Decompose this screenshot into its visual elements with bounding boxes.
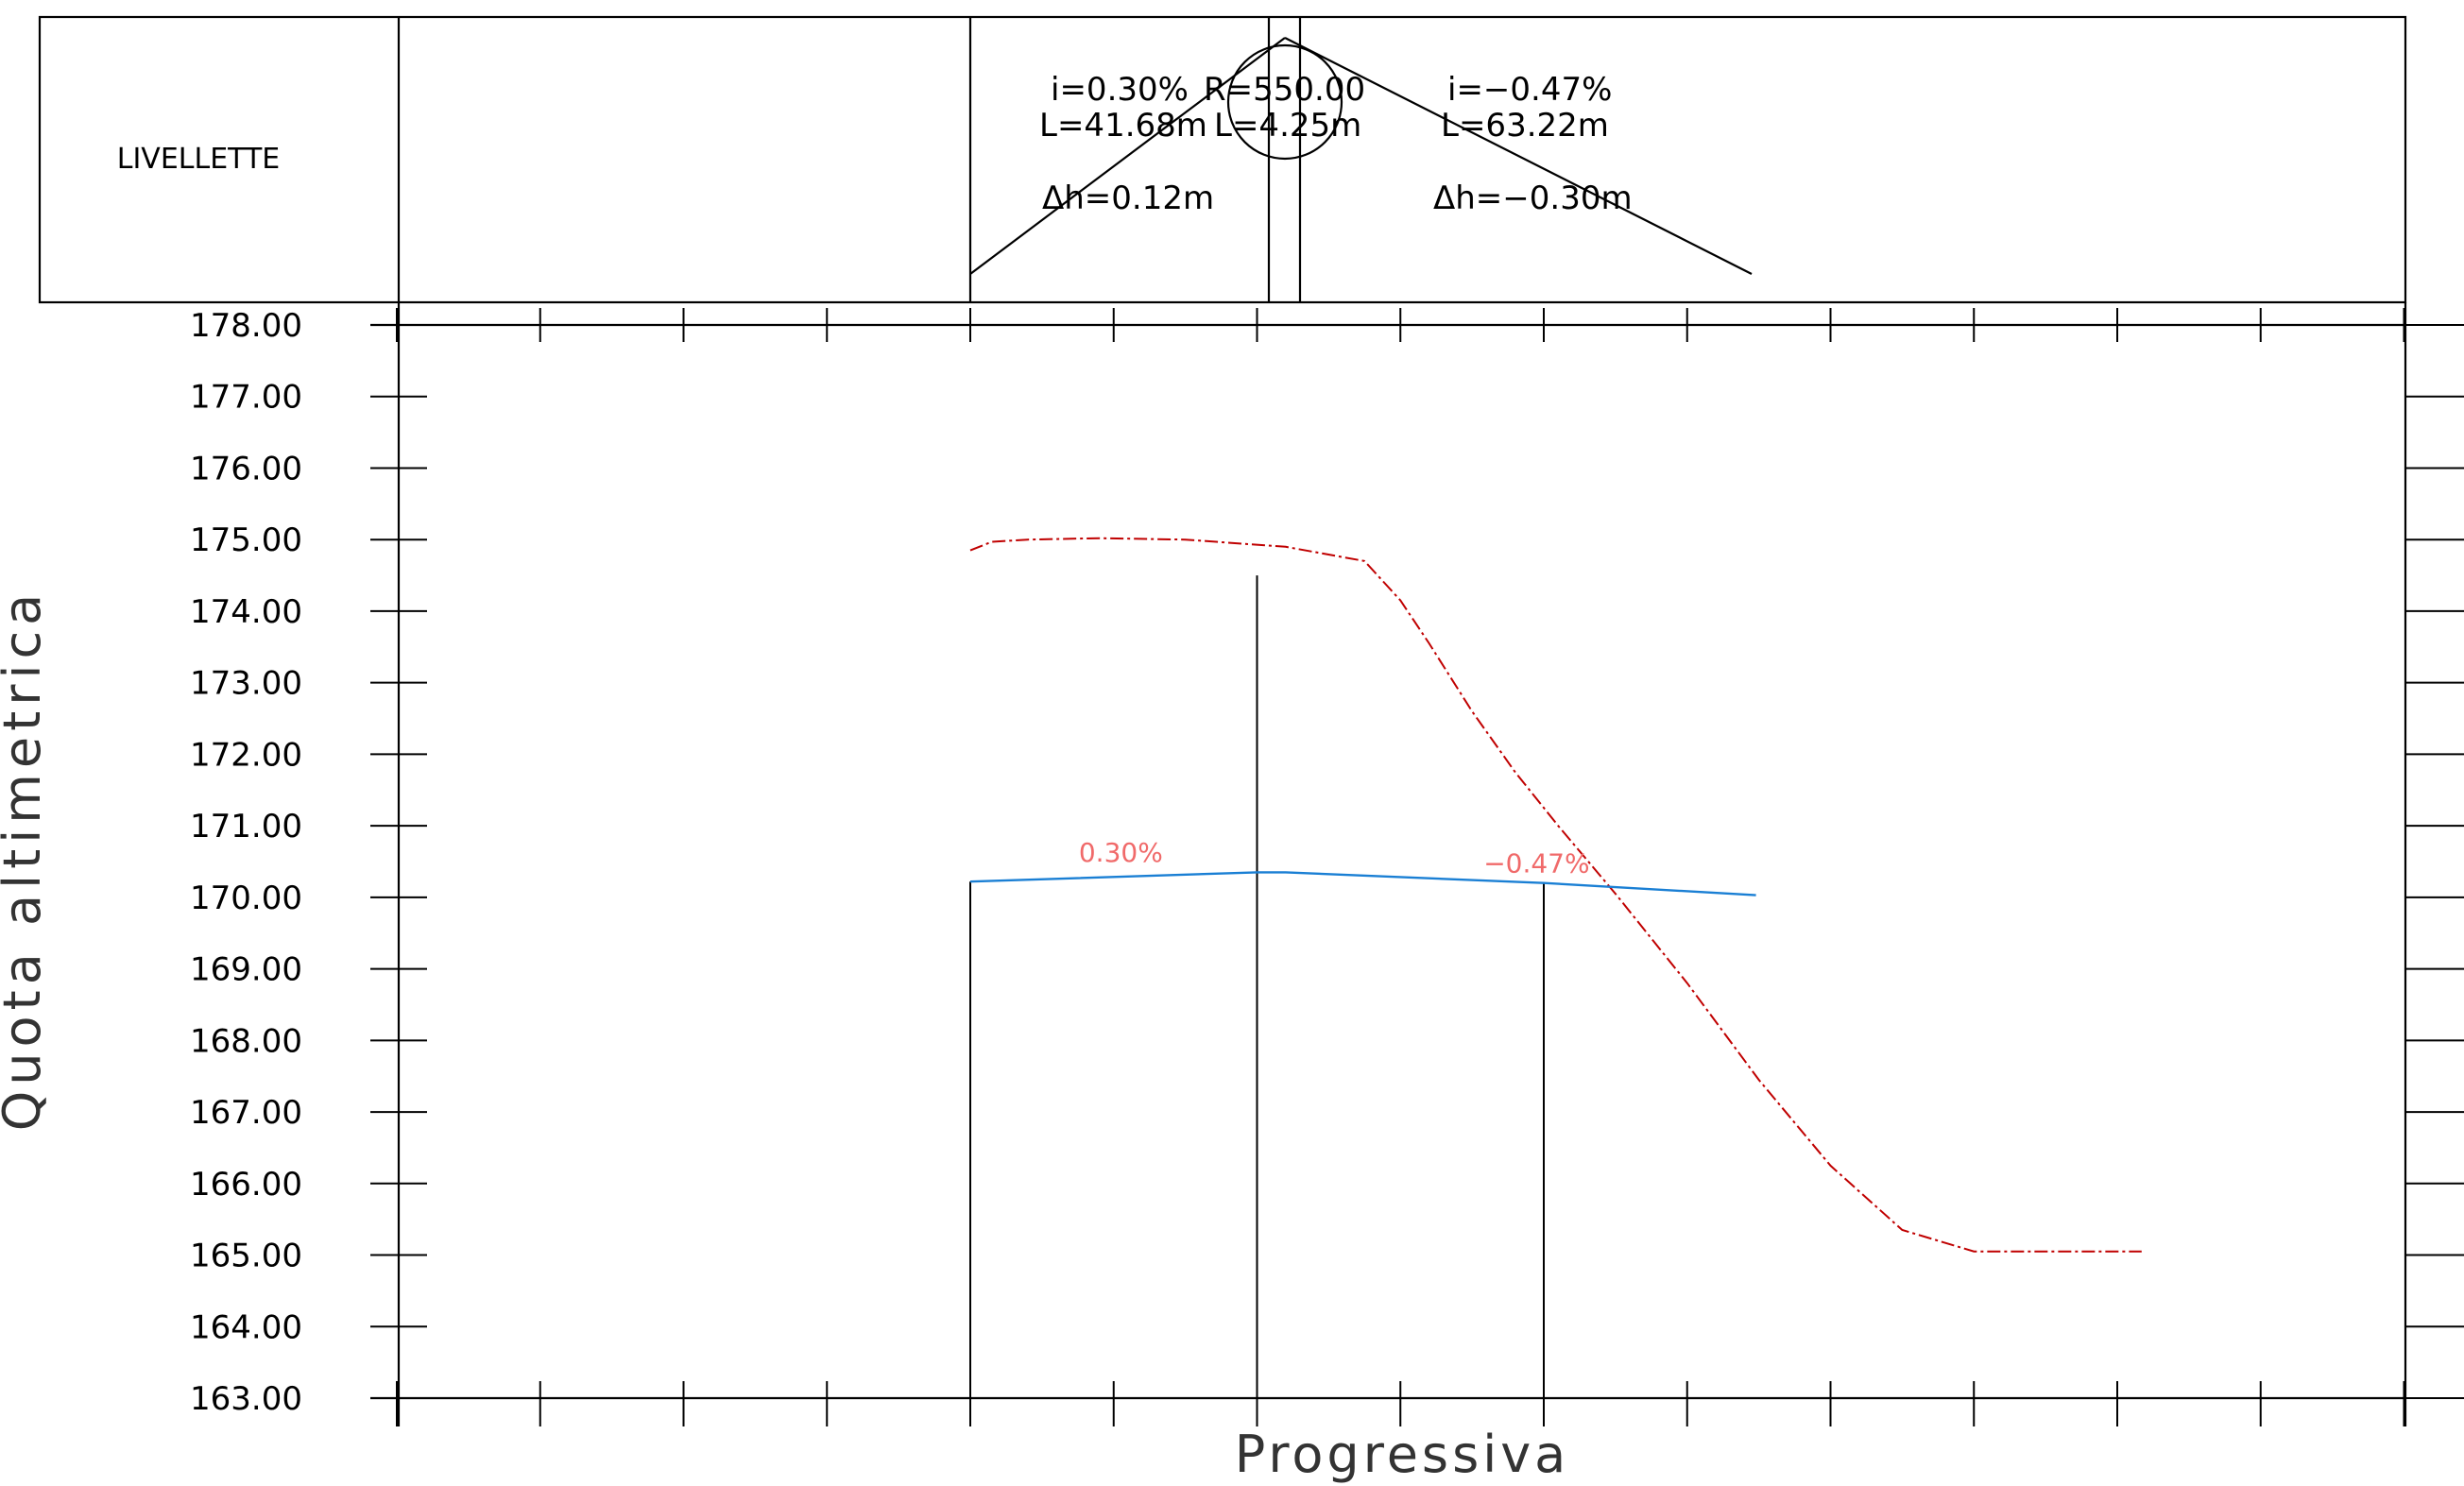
header-grade-right <box>1284 37 1753 275</box>
left-slope-text: i=0.30% <box>1051 71 1189 109</box>
y-tick-label: 175.00 <box>190 521 302 559</box>
y-axis-label: Quota altimetrica <box>0 589 52 1131</box>
y-axis-ticks: 163.00 164.00 165.00 166.00 167.00 168.00 169.… <box>190 307 2464 1418</box>
x-axis-label: Progressiva <box>1235 1425 1570 1484</box>
y-tick-label: 173.00 <box>190 665 302 703</box>
grade-annotation: −0.47% <box>1483 847 1589 879</box>
y-tick-label: 163.00 <box>190 1380 302 1418</box>
y-tick-label: 177.00 <box>190 379 302 417</box>
y-tick-label: 165.00 <box>190 1238 302 1275</box>
y-tick-label: 167.00 <box>190 1094 302 1132</box>
y-tick-label: 174.00 <box>190 593 302 631</box>
y-tick-label: 171.00 <box>190 808 302 845</box>
header-label: LIVELLETTE <box>117 143 281 176</box>
vertical-curve-circle <box>1226 43 1343 161</box>
right-dh-text: Δh=−0.30m <box>1433 179 1633 217</box>
grade-annotation: 0.30% <box>1079 837 1163 868</box>
y-tick-label: 172.00 <box>190 736 302 774</box>
x-axis-ticks <box>396 308 2405 1426</box>
right-slope-text: i=−0.47% <box>1447 71 1612 109</box>
series-layer <box>969 537 2142 1253</box>
y-tick-label: 169.00 <box>190 951 302 989</box>
header-grade-left <box>969 37 1286 275</box>
annotation-layer: 0.30% −0.47% <box>1079 837 1590 879</box>
right-length-text: L=63.22m <box>1441 107 1609 145</box>
terrain-line <box>969 537 2142 1253</box>
vertical-markers <box>969 575 1545 1426</box>
curve-radius-text: R=550.00 <box>1204 71 1365 109</box>
y-tick-label: 168.00 <box>190 1022 302 1060</box>
y-tick-label: 166.00 <box>190 1166 302 1204</box>
y-tick-label: 170.00 <box>190 880 302 917</box>
y-tick-label: 164.00 <box>190 1308 302 1346</box>
y-tick-label: 178.00 <box>190 307 302 345</box>
grade-line <box>969 871 1756 897</box>
header-frame <box>38 15 2407 304</box>
left-dh-text: Δh=0.12m <box>1042 179 1214 217</box>
left-length-text: L=41.68m <box>1039 107 1207 145</box>
curve-length-text: L=4.25m <box>1214 107 1361 145</box>
y-tick-label: 176.00 <box>190 450 302 487</box>
